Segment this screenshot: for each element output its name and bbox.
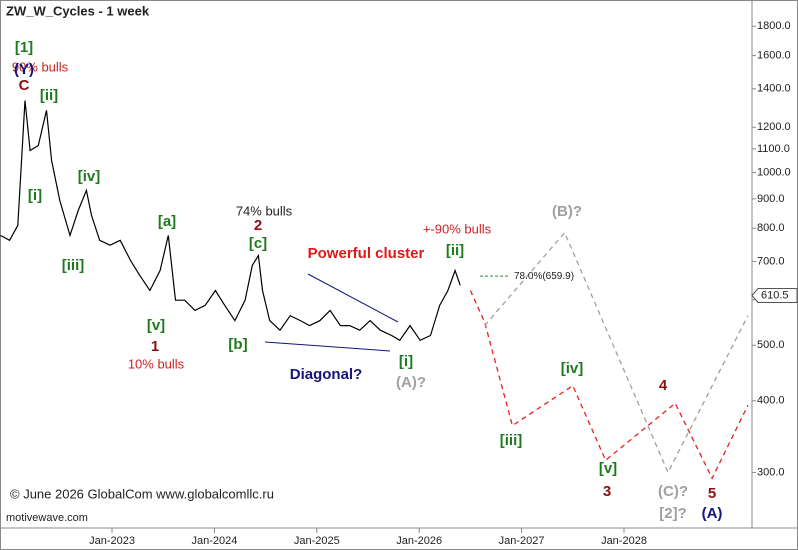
x-tick-label: Jan-2023	[89, 535, 135, 547]
y-tick-label: 400.0	[757, 395, 785, 407]
y-tick-label: 300.0	[757, 466, 785, 478]
wave-label: (C)?	[658, 483, 688, 500]
price-line	[484, 231, 749, 474]
copyright: © June 2026 GlobalCom www.globalcomllc.r…	[10, 486, 274, 501]
wave-label: 5	[708, 485, 716, 502]
wave-label: (B)?	[552, 203, 582, 220]
wave-label: [1]	[15, 39, 33, 56]
y-tick-label: 800.0	[757, 222, 785, 234]
wave-label: 1	[151, 338, 159, 355]
wave-label: [2]?	[659, 505, 687, 522]
wave-label: (A)?	[396, 374, 426, 391]
wave-label: [iv]	[78, 168, 101, 185]
x-tick-label: Jan-2027	[499, 535, 545, 547]
watermark: motivewave.com	[6, 512, 88, 524]
wave-label: 4	[659, 377, 668, 394]
wave-label: 90% bulls	[12, 59, 69, 74]
y-tick-label: 1100.0	[757, 143, 790, 155]
price-tag	[751, 288, 798, 303]
x-tick-label: Jan-2024	[191, 535, 237, 547]
chart-title: ZW_W_Cycles - 1 week	[6, 3, 150, 18]
wave-label: [i]	[399, 353, 413, 370]
wave-label: 3	[603, 483, 611, 500]
wave-label: [iv]	[561, 360, 584, 377]
x-tick-label: Jan-2025	[294, 535, 340, 547]
diagonal-upper-line	[307, 273, 399, 323]
wave-label: [iii]	[62, 257, 85, 274]
wave-label: [c]	[249, 235, 267, 252]
x-tick-label: Jan-2028	[601, 535, 647, 547]
price-tag-label: 610.5	[761, 289, 789, 301]
y-tick-label: 1200.0	[757, 121, 791, 133]
wave-label: 74% bulls	[236, 203, 293, 218]
wave-label: Diagonal?	[290, 366, 363, 383]
y-tick-label: 1600.0	[757, 49, 791, 61]
y-tick-label: 1000.0	[757, 167, 791, 179]
y-tick-label: 1400.0	[757, 83, 791, 95]
x-tick-label: Jan-2026	[396, 535, 442, 547]
wave-label: [b]	[228, 336, 247, 353]
y-tick-label: 1800.0	[757, 20, 791, 32]
wave-label: 10% bulls	[128, 356, 185, 371]
price-line	[469, 290, 749, 480]
wave-label: Powerful cluster	[308, 245, 425, 262]
wave-label: 2	[254, 217, 262, 234]
wave-label: (Y)	[14, 61, 34, 78]
y-tick-label: 700.0	[757, 255, 785, 267]
wave-label: (A)	[702, 505, 723, 522]
wave-label: [iii]	[500, 432, 523, 449]
wave-label: [i]	[28, 187, 42, 204]
y-tick-label: 500.0	[757, 339, 785, 351]
wave-label: +-90% bulls	[423, 221, 492, 236]
wave-label: [v]	[599, 460, 617, 477]
wave-label: [v]	[147, 317, 165, 334]
diagonal-lower-line	[264, 341, 391, 352]
fib-level-label: 78.0%(659.9)	[514, 271, 574, 282]
y-tick-label: 900.0	[757, 193, 785, 205]
wave-label: C	[19, 77, 30, 94]
wave-label: [a]	[158, 213, 176, 230]
price-line	[0, 100, 461, 342]
wave-label: [ii]	[40, 87, 58, 104]
wave-label: [ii]	[446, 242, 464, 259]
